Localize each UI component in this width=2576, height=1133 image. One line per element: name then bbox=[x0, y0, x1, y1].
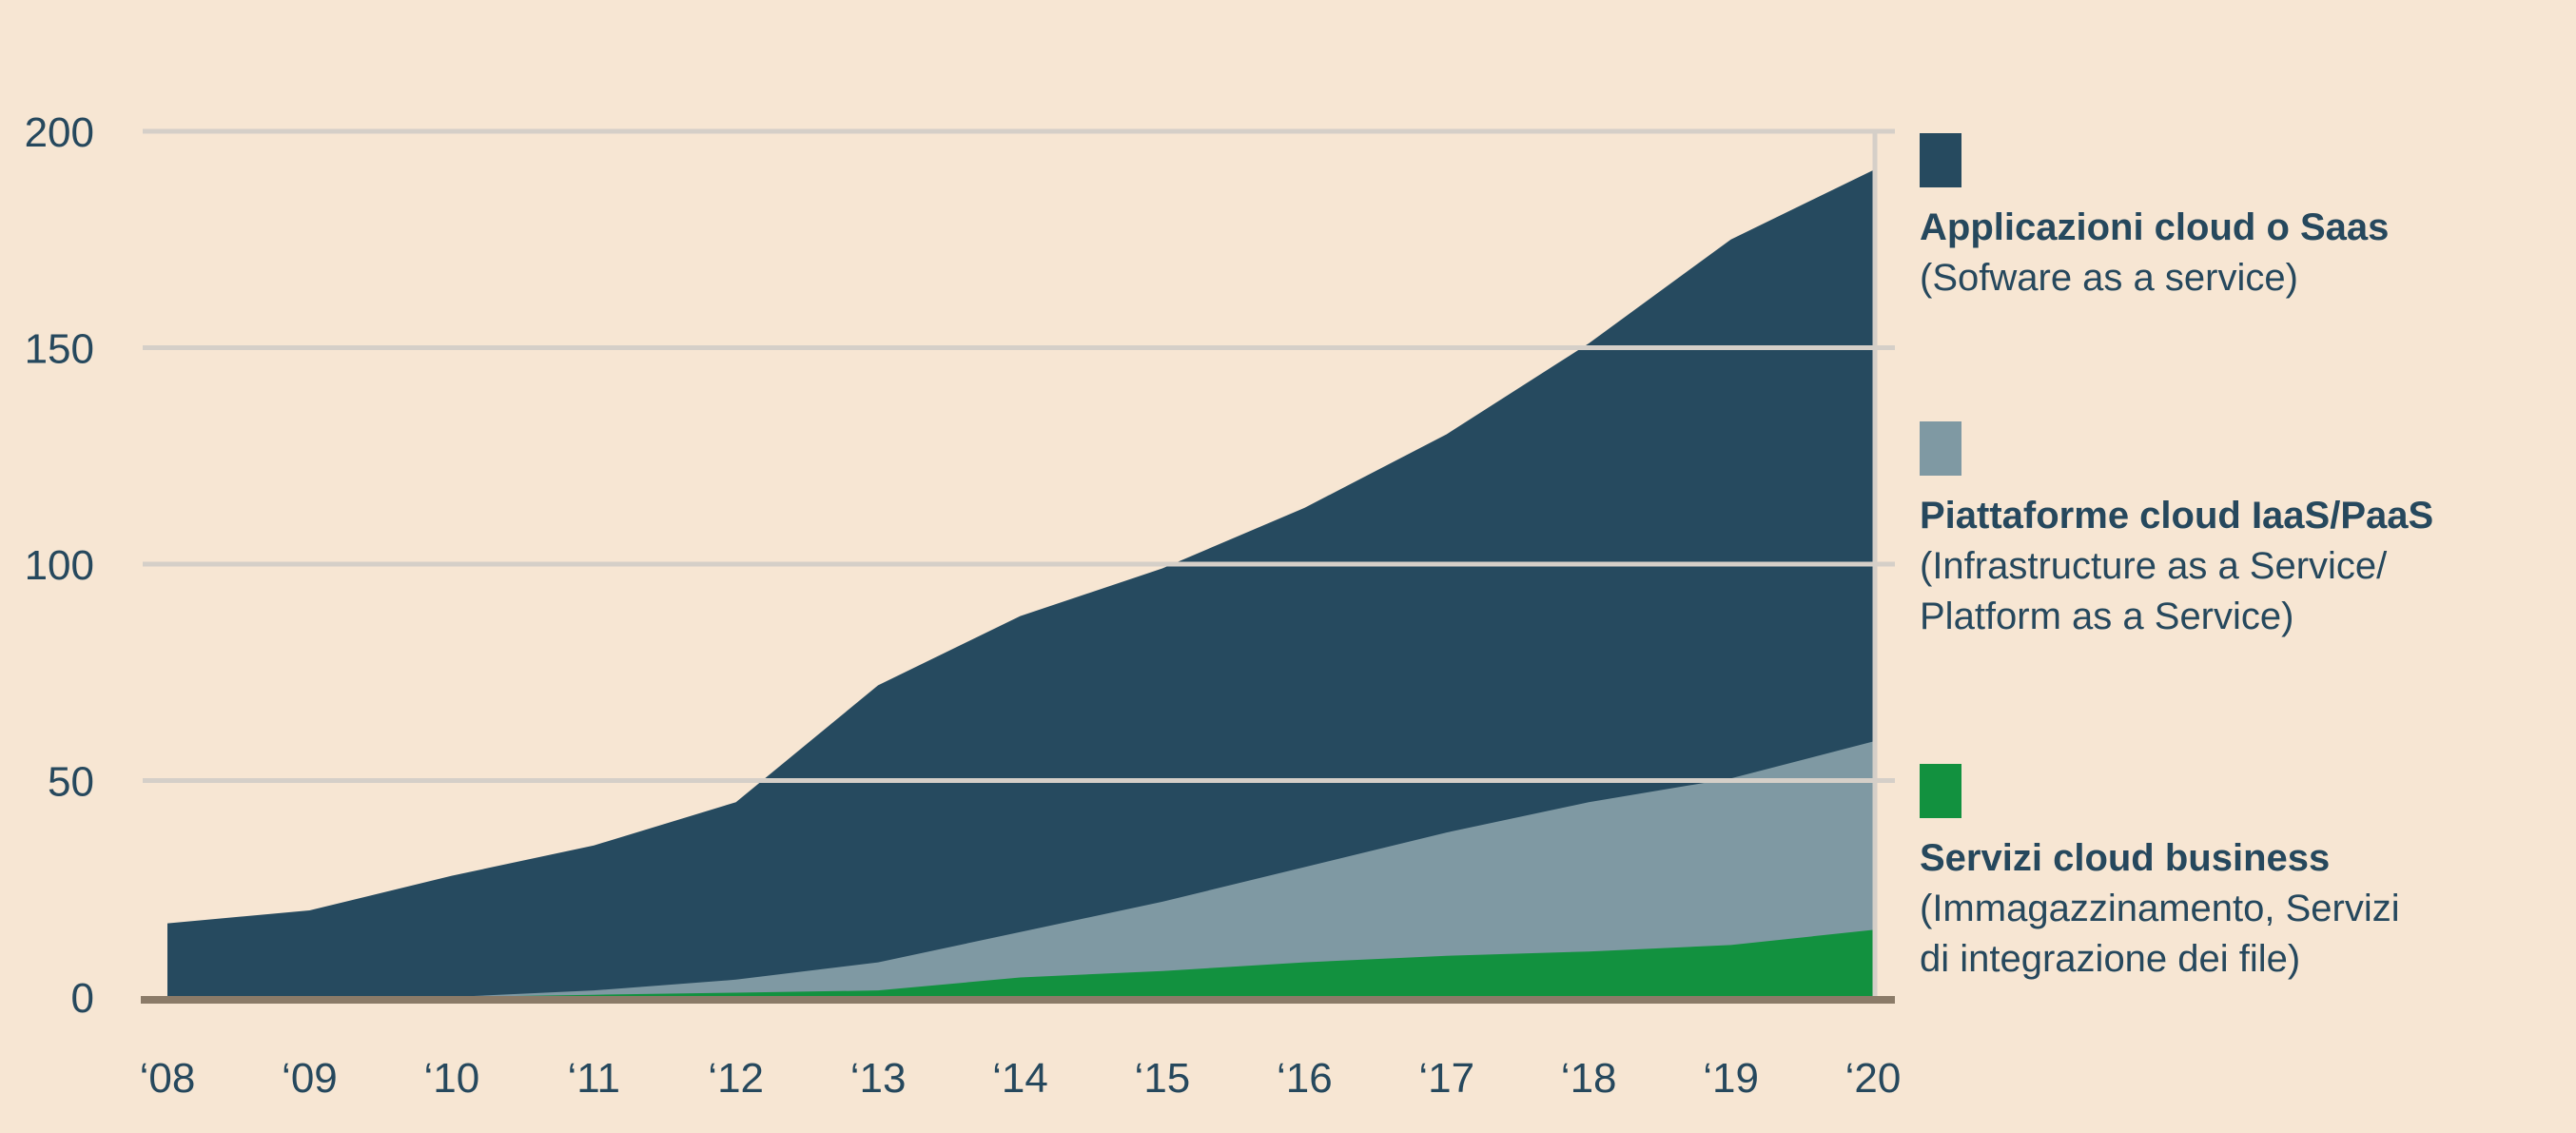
gridline-200 bbox=[143, 128, 1895, 134]
x-tick-label-14: ‘14 bbox=[992, 1055, 1048, 1102]
x-tick-label-18: ‘18 bbox=[1561, 1055, 1617, 1102]
gridline-150 bbox=[143, 345, 1895, 350]
legend-subtitle-iaas-paas-2: Platform as a Service) bbox=[1920, 596, 2294, 637]
x-tick-label-17: ‘17 bbox=[1418, 1055, 1474, 1102]
x-tick-label-10: ‘10 bbox=[423, 1055, 479, 1102]
legend-swatch-servizi-icon bbox=[1920, 764, 1961, 818]
legend-subtitle-servizi-2: di integrazione dei file) bbox=[1920, 938, 2301, 980]
legend-item-iaas-paas: Piattaforme cloud IaaS/PaaS (Infrastruct… bbox=[1920, 421, 2433, 642]
gridline-50 bbox=[143, 778, 1895, 783]
area-series-piattaforme-cloud-iaas-paas bbox=[167, 741, 1873, 1000]
x-tick-label-8: ‘08 bbox=[140, 1055, 196, 1102]
legend-title-saas: Applicazioni cloud o Saas bbox=[1920, 206, 2390, 248]
x-tick-label-15: ‘15 bbox=[1135, 1055, 1191, 1102]
area-series-applicazioni-cloud-o-saas bbox=[167, 169, 1873, 1000]
y-tick-label-200: 200 bbox=[25, 109, 94, 156]
x-axis-line bbox=[141, 996, 1895, 1004]
x-tick-label-20: ‘20 bbox=[1845, 1055, 1902, 1102]
x-tick-label-11: ‘11 bbox=[568, 1055, 620, 1102]
x-tick-label-9: ‘09 bbox=[282, 1055, 338, 1102]
gridline-100 bbox=[143, 561, 1895, 567]
legend-item-servizi: Servizi cloud business (Immagazzinamento… bbox=[1920, 764, 2400, 985]
y-tick-label-50: 50 bbox=[48, 759, 94, 806]
legend-title-iaas-paas: Piattaforme cloud IaaS/PaaS bbox=[1920, 495, 2434, 537]
x-tick-label-13: ‘13 bbox=[850, 1055, 907, 1102]
plot-right-border bbox=[1872, 128, 1878, 998]
x-tick-label-19: ‘19 bbox=[1703, 1055, 1759, 1102]
x-tick-label-12: ‘12 bbox=[708, 1055, 764, 1102]
legend-item-saas: Applicazioni cloud o Saas (Sofware as a … bbox=[1920, 133, 2389, 303]
y-tick-label-0: 0 bbox=[71, 975, 94, 1022]
y-tick-label-100: 100 bbox=[25, 542, 94, 589]
x-tick-label-16: ‘16 bbox=[1277, 1055, 1333, 1102]
legend-subtitle-servizi: (Immagazzinamento, Servizi bbox=[1920, 888, 2400, 929]
legend-swatch-saas-icon bbox=[1920, 133, 1961, 187]
y-tick-label-150: 150 bbox=[25, 326, 94, 373]
legend-title-servizi: Servizi cloud business bbox=[1920, 837, 2331, 879]
legend-subtitle-iaas-paas: (Infrastructure as a Service/ bbox=[1920, 545, 2388, 587]
legend-subtitle-saas: (Sofware as a service) bbox=[1920, 257, 2298, 299]
legend-swatch-iaas-paas-icon bbox=[1920, 421, 1961, 476]
area-series-servizi-cloud-business bbox=[167, 929, 1873, 1000]
